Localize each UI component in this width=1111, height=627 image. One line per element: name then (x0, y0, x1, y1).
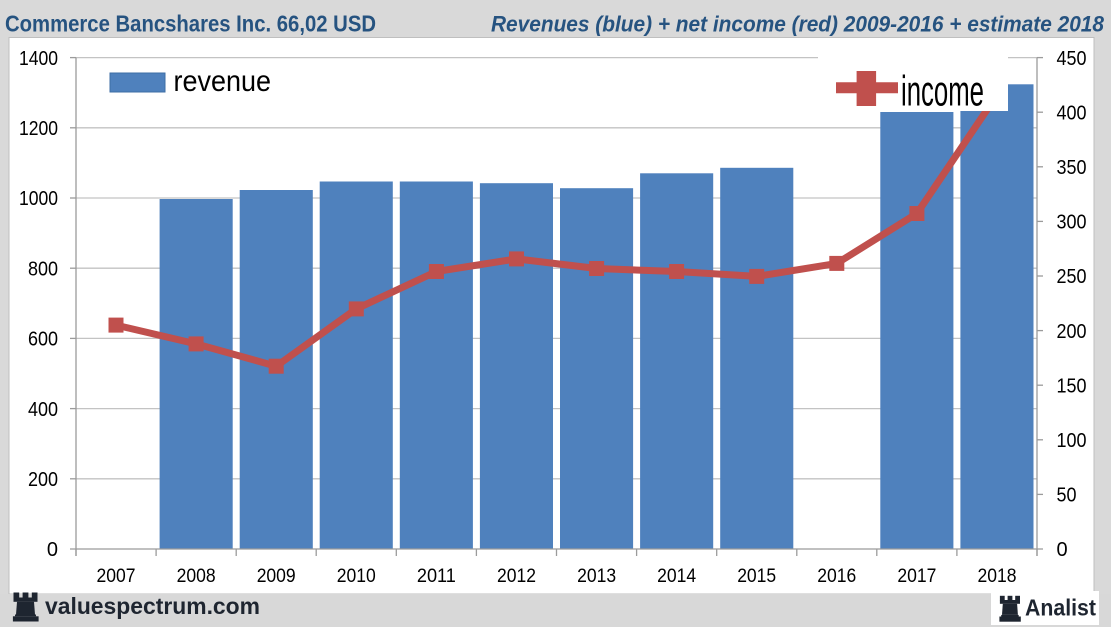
svg-text:1000: 1000 (19, 188, 58, 210)
svg-text:2013: 2013 (577, 565, 616, 587)
svg-text:Revenues (blue) + net income (: Revenues (blue) + net income (red) 2009-… (491, 11, 1105, 36)
svg-text:250: 250 (1057, 266, 1087, 288)
svg-text:400: 400 (28, 399, 58, 421)
svg-text:Analist: Analist (1025, 595, 1096, 621)
svg-text:150: 150 (1057, 375, 1087, 397)
svg-text:0: 0 (1057, 539, 1068, 561)
svg-text:2010: 2010 (337, 565, 376, 587)
svg-text:2016: 2016 (817, 565, 856, 587)
svg-text:100: 100 (1057, 430, 1087, 452)
svg-text:2015: 2015 (737, 565, 776, 587)
svg-text:200: 200 (1057, 321, 1087, 343)
svg-text:0: 0 (47, 539, 58, 561)
svg-text:800: 800 (28, 258, 58, 280)
svg-text:2011: 2011 (417, 565, 456, 587)
svg-text:400: 400 (1057, 102, 1087, 124)
svg-text:2018: 2018 (978, 565, 1017, 587)
svg-text:valuespectrum.com: valuespectrum.com (45, 593, 260, 619)
svg-text:2017: 2017 (897, 565, 936, 587)
svg-text:50: 50 (1057, 485, 1077, 507)
svg-text:income: income (901, 68, 984, 116)
svg-text:350: 350 (1057, 157, 1087, 179)
svg-text:600: 600 (28, 329, 58, 351)
svg-text:450: 450 (1057, 48, 1087, 70)
svg-text:200: 200 (28, 469, 58, 491)
svg-text:2008: 2008 (177, 565, 216, 587)
svg-text:2009: 2009 (257, 565, 296, 587)
svg-text:Commerce Bancshares Inc. 66,02: Commerce Bancshares Inc. 66,02 USD (5, 11, 376, 37)
svg-text:2012: 2012 (497, 565, 536, 587)
svg-text:revenue: revenue (174, 65, 272, 98)
svg-text:2014: 2014 (657, 565, 696, 587)
svg-text:300: 300 (1057, 212, 1087, 234)
svg-text:2007: 2007 (97, 565, 136, 587)
svg-text:1400: 1400 (19, 48, 58, 70)
svg-text:1200: 1200 (19, 118, 58, 140)
